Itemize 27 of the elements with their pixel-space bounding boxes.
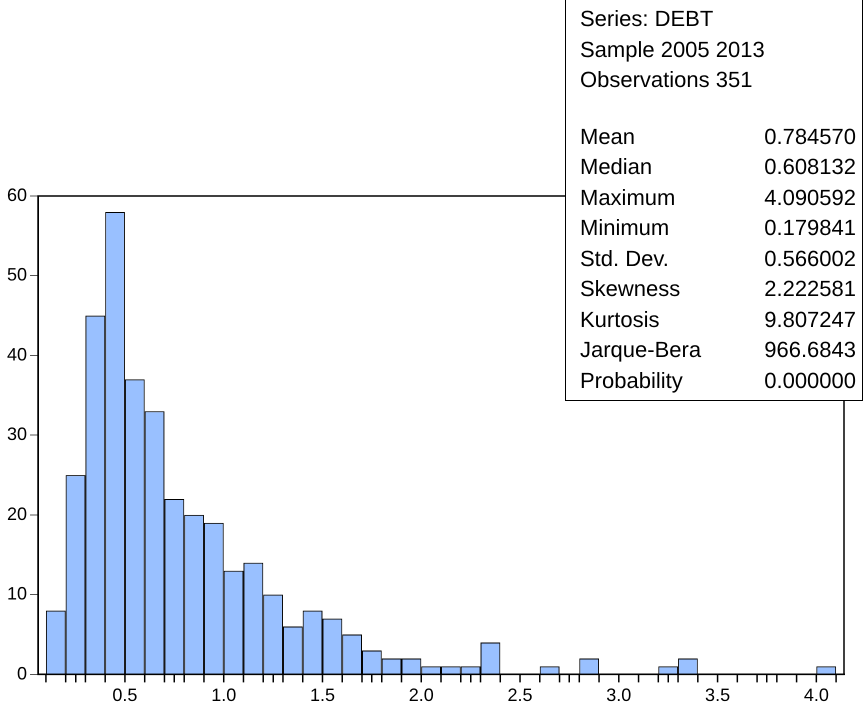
- text: Sample 2005 2013: [580, 36, 765, 64]
- x-tick-label: 2.5: [508, 685, 533, 706]
- text: Mean 0.784570: [580, 124, 856, 148]
- y-tick-label: 40: [6, 344, 28, 364]
- y-tick-label: 20: [6, 504, 28, 524]
- text: Probability 0.000000: [580, 368, 856, 392]
- y-tick-label: 10: [6, 584, 28, 604]
- x-tick-label: 1.5: [310, 685, 335, 706]
- text: Median 0.608132: [580, 154, 856, 179]
- x-tick-label: 3.5: [705, 685, 730, 706]
- text: Maximum 4.090592: [580, 184, 856, 210]
- y-tick-label: 50: [6, 264, 28, 285]
- text: Jarque-Bera 966.6843: [580, 337, 856, 362]
- text: Skewness 2.222581: [580, 276, 856, 301]
- x-tick-label: 0.5: [112, 685, 138, 706]
- x-tick-label: 1.0: [211, 685, 236, 706]
- text: Observations 351: [580, 66, 752, 94]
- text: Series: DEBT: [580, 5, 714, 33]
- x-tick-label: 3.0: [606, 685, 632, 706]
- x-tick-label: 2.0: [408, 685, 434, 706]
- y-tick-label: 0: [17, 663, 28, 684]
- y-tick-label: 30: [6, 424, 28, 444]
- text: Std. Dev. 0.566002: [580, 246, 856, 270]
- text: Kurtosis 9.807247: [580, 306, 856, 332]
- x-tick-label: 4.0: [804, 685, 829, 706]
- y-tick-label: 60: [6, 184, 28, 205]
- text: Minimum 0.179841: [580, 215, 856, 240]
